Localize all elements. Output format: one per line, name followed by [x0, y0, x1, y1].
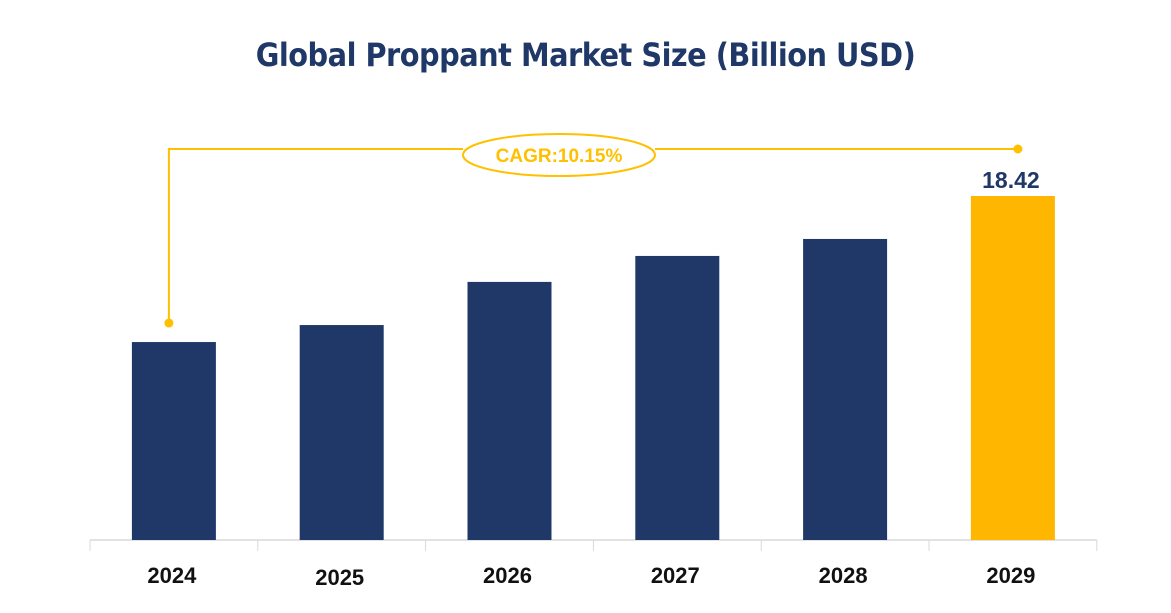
cagr-line-left — [167, 148, 463, 324]
x-tick-label: 2024 — [147, 563, 197, 588]
cagr-start-dot — [164, 318, 174, 328]
bar-2025 — [299, 325, 384, 540]
chart-title: Global Proppant Market Size (Billion USD… — [255, 36, 916, 74]
bar-2027 — [635, 255, 720, 540]
x-tick-label: 2025 — [315, 565, 364, 590]
x-tick-label: 2027 — [651, 563, 700, 588]
bar-2024 — [131, 342, 216, 540]
cagr-label: CAGR:10.15% — [496, 146, 623, 167]
x-tick-label: 2029 — [986, 563, 1035, 588]
cagr-end-dot — [1013, 144, 1023, 154]
bar-2029 — [970, 196, 1055, 540]
bar-2028 — [803, 238, 888, 540]
x-tick-label: 2028 — [819, 563, 868, 588]
cagr-ellipse — [462, 133, 656, 177]
data-label: 18.42 — [982, 167, 1040, 193]
x-tick-label: 2026 — [483, 563, 532, 588]
bar-2026 — [467, 281, 552, 540]
